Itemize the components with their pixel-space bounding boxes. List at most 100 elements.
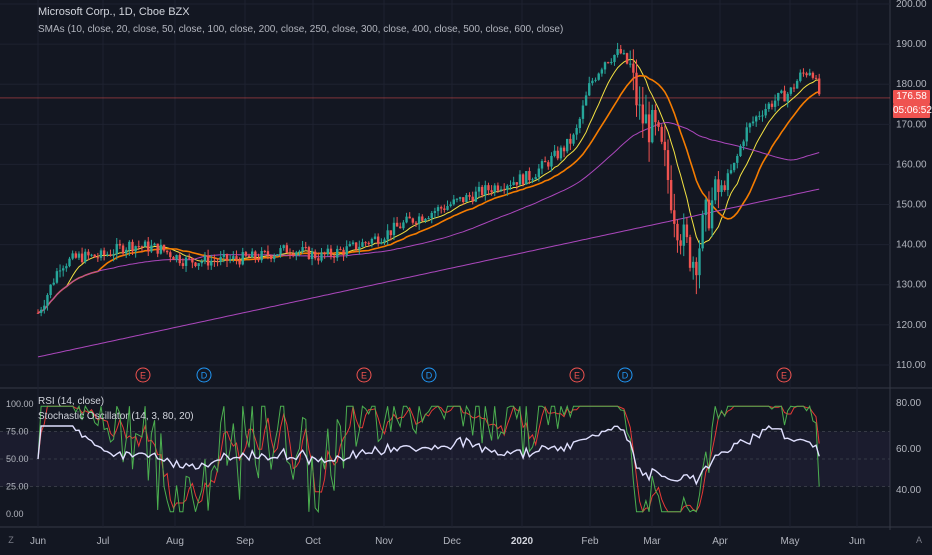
candle-body (52, 282, 55, 285)
earnings-marker-letter: E (361, 371, 367, 381)
candle-body (606, 62, 610, 64)
candle-body (206, 255, 210, 266)
candle-body (244, 252, 248, 256)
time-axis-label: Aug (166, 536, 184, 547)
candle-body (543, 161, 547, 163)
candle-body (175, 255, 178, 260)
timezone-button[interactable]: Z (8, 535, 14, 545)
candle-body (106, 254, 109, 256)
price-axis-label: 200.00 (896, 0, 927, 10)
candle-body (383, 239, 386, 243)
candle-body (55, 271, 59, 283)
candle-body (228, 258, 232, 261)
candle-body (540, 161, 544, 169)
candle-body (531, 179, 534, 181)
candle-body (635, 72, 638, 106)
stoch-k-line (37, 404, 820, 514)
candle-body (679, 240, 682, 246)
candle-body (216, 261, 219, 263)
earnings-marker-letter: E (574, 371, 580, 381)
time-axis-label: Sep (236, 536, 254, 547)
candle-body (358, 246, 361, 250)
candle-body (314, 251, 317, 259)
candle-body (465, 195, 468, 202)
candle-body (373, 236, 377, 239)
candle-body (222, 253, 226, 257)
candle-body (90, 254, 93, 256)
candle-body (792, 87, 796, 89)
candle-body (669, 180, 673, 211)
candle-body (780, 90, 783, 93)
candle-body (254, 251, 257, 259)
candle-body (484, 185, 487, 196)
candle-body (172, 257, 175, 260)
candle-body (241, 252, 244, 265)
candle-body (619, 49, 622, 54)
candle-body (317, 258, 320, 261)
candle-body (329, 248, 333, 256)
candle-body (433, 211, 437, 213)
stochastic-label: Stochastic Oscillator (14, 3, 80, 20) (38, 411, 194, 422)
candle-body (49, 284, 52, 296)
time-axis-label: Feb (581, 536, 599, 547)
candle-body (58, 270, 62, 272)
candle-body (430, 212, 433, 219)
candle-body (191, 257, 194, 263)
candle-body (405, 216, 408, 223)
candle-body (518, 174, 522, 185)
candle-body (282, 245, 285, 249)
candle-body (181, 263, 185, 266)
candle-body (578, 118, 581, 128)
candle-body (184, 257, 188, 266)
candle-body (751, 121, 755, 124)
candle-body (663, 141, 667, 151)
candle-body (710, 200, 714, 229)
symbol-title: Microsoft Corp., 1D, Cboe BZX (38, 6, 190, 18)
candle-body (395, 222, 399, 227)
time-axis-label: Apr (712, 536, 728, 547)
time-axis-label: May (781, 536, 800, 547)
candle-body (603, 62, 607, 70)
candle-body (159, 244, 163, 254)
candle-body (695, 261, 698, 276)
candle-body (62, 268, 65, 271)
candle-body (777, 92, 780, 101)
price-axis-label: 160.00 (896, 159, 927, 170)
candle-body (165, 250, 169, 253)
candle-body (559, 147, 563, 159)
price-axis-label: 180.00 (896, 79, 927, 90)
candle-body (789, 87, 793, 94)
candle-body (348, 244, 352, 247)
auto-scale-button[interactable]: A (915, 535, 922, 545)
candle-body (84, 251, 87, 263)
candle-body (550, 155, 553, 167)
candle-body (276, 254, 279, 257)
candle-body (386, 230, 389, 240)
candle-body (783, 90, 786, 102)
candle-body (273, 256, 276, 260)
candle-body (562, 147, 566, 152)
candle-body (610, 61, 613, 63)
time-axis-label: Mar (643, 536, 661, 547)
candle-body (474, 191, 478, 202)
candle-body (323, 252, 326, 255)
candle-body (462, 197, 465, 202)
candle-body (509, 185, 512, 187)
candle-body (140, 246, 144, 248)
candle-body (402, 222, 405, 229)
candle-body (263, 250, 266, 252)
candle-body (714, 179, 717, 201)
candle-body (115, 243, 118, 255)
candle-body (389, 230, 392, 236)
candle-body (666, 150, 670, 181)
time-axis-label: Dec (443, 536, 461, 547)
candle-body (455, 198, 459, 200)
candle-body (493, 185, 496, 193)
candle-body (729, 170, 733, 174)
candle-body (380, 242, 383, 244)
candle-body (112, 254, 115, 256)
candle-body (786, 93, 789, 102)
candle-body (742, 141, 745, 147)
